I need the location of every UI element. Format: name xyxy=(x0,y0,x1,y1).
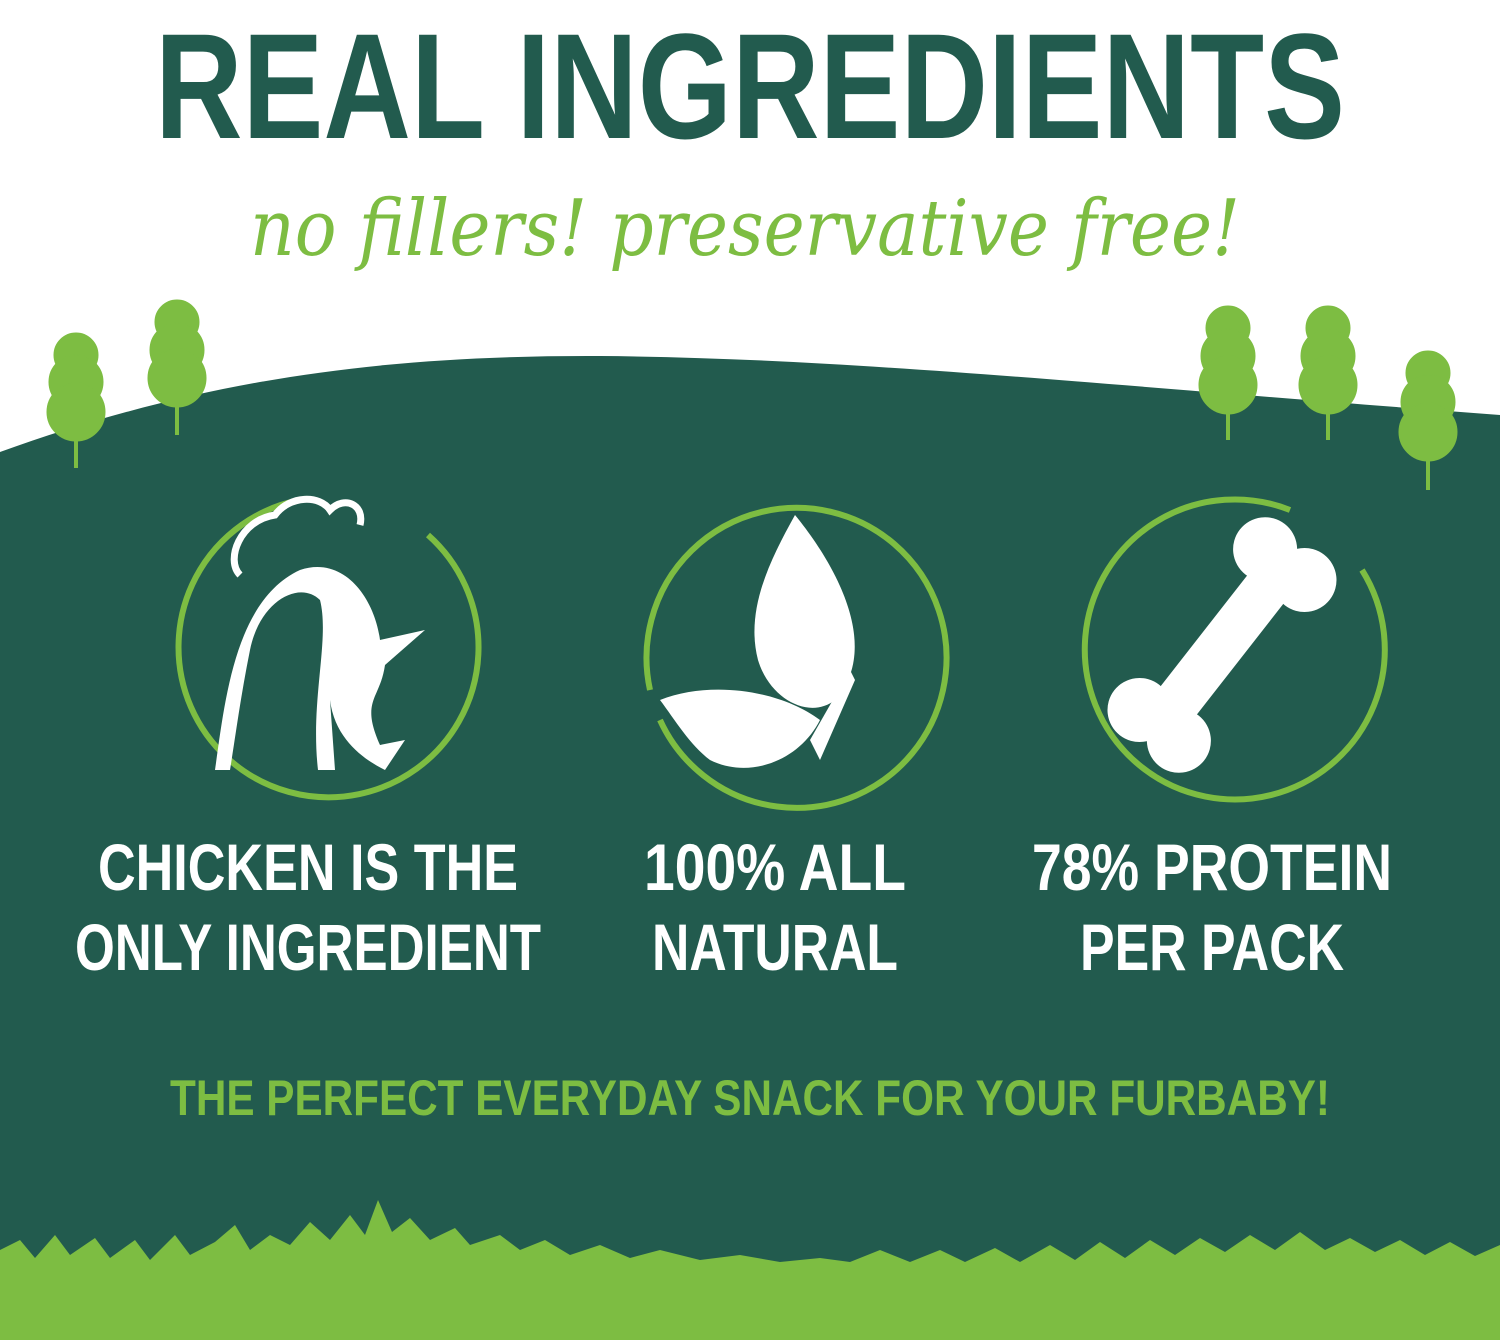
trees-left xyxy=(46,299,207,468)
feature-natural xyxy=(643,504,950,811)
feature-protein xyxy=(1081,496,1388,803)
hill-background xyxy=(0,355,1500,1340)
feature-1-line-2: ONLY INGREDIENT xyxy=(75,910,541,984)
page-title: REAL INGREDIENTS xyxy=(155,2,1345,170)
circle-ring xyxy=(643,504,950,811)
chicken-icon xyxy=(215,495,425,770)
tree-icon xyxy=(1398,350,1458,490)
feature-1-line-1: CHICKEN IS THE xyxy=(98,830,518,904)
bone-icon xyxy=(1107,517,1337,773)
tree-icon xyxy=(1298,305,1358,440)
feature-3-line-1: 78% PROTEIN xyxy=(1032,830,1392,904)
subtitle: no fillers! preservative free! xyxy=(250,184,1240,274)
tree-icon xyxy=(46,332,106,468)
feature-2-line-1: 100% ALL xyxy=(644,830,906,904)
grass-border xyxy=(0,1200,1500,1340)
feature-2-line-2: NATURAL xyxy=(652,910,898,984)
circle-ring xyxy=(1081,496,1388,803)
tree-icon xyxy=(1198,305,1258,440)
circle-ring xyxy=(175,497,482,801)
feature-3-line-2: PER PACK xyxy=(1080,910,1344,984)
feature-chicken xyxy=(175,495,482,801)
leaf-icon xyxy=(660,515,855,768)
tagline: THE PERFECT EVERYDAY SNACK FOR YOUR FURB… xyxy=(170,1070,1330,1126)
tree-icon xyxy=(147,299,207,435)
trees-right xyxy=(1198,305,1458,490)
